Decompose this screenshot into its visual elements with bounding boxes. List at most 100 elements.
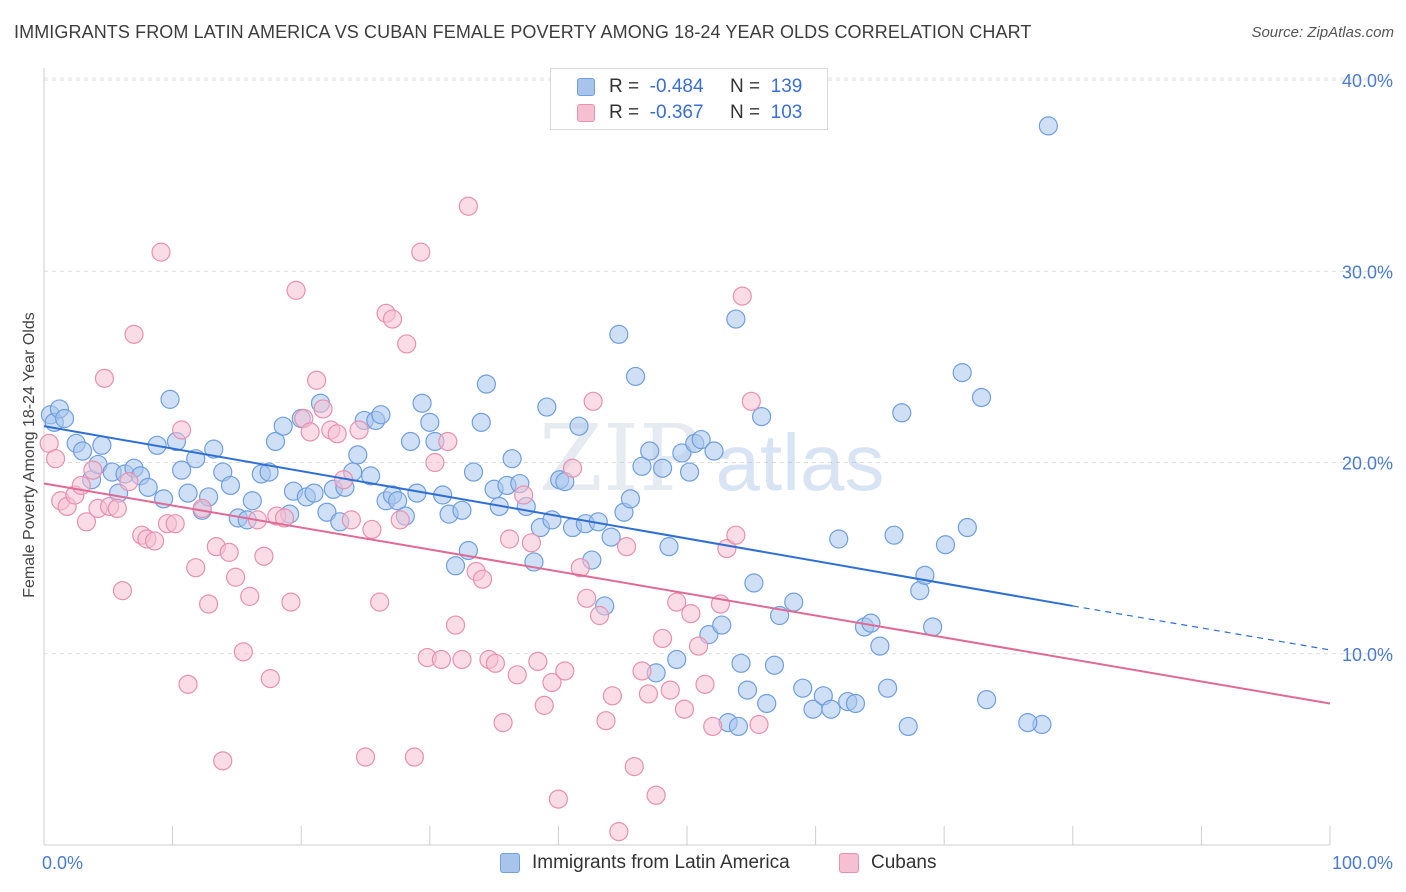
- data-point: [1038, 116, 1058, 136]
- data-point: [674, 699, 695, 719]
- data-point: [172, 460, 192, 480]
- data-point: [112, 581, 133, 601]
- legend-r-value: -0.484: [649, 76, 704, 97]
- data-point: [602, 686, 623, 706]
- data-point: [632, 456, 652, 476]
- data-point: [317, 502, 337, 522]
- data-point: [165, 514, 185, 534]
- series-cubans-points: [39, 196, 769, 842]
- legend-n-value: 103: [770, 102, 803, 123]
- data-point: [652, 628, 673, 649]
- data-point: [273, 416, 293, 436]
- data-point: [829, 529, 849, 549]
- bottom-legend-cubans: Cubans: [839, 852, 937, 874]
- data-point: [144, 531, 165, 551]
- data-point: [259, 462, 279, 482]
- data-point: [507, 665, 527, 685]
- data-point: [370, 592, 390, 612]
- data-point: [731, 653, 751, 673]
- data-point: [728, 716, 749, 737]
- data-point: [625, 366, 646, 387]
- legend-swatch-pink: [577, 104, 595, 122]
- data-point: [672, 443, 692, 463]
- data-point: [749, 714, 769, 735]
- data-point: [472, 569, 493, 589]
- bottom-legend-swatch-pink: [839, 853, 859, 873]
- legend-row-cubans: R = -0.367 N = 103: [551, 100, 827, 126]
- data-point: [514, 485, 534, 505]
- data-point: [784, 592, 804, 612]
- data-point: [667, 649, 687, 670]
- data-point: [265, 431, 286, 452]
- data-point: [349, 420, 369, 440]
- data-point: [431, 649, 451, 670]
- data-point: [695, 674, 715, 694]
- grid-lines: [44, 77, 1395, 655]
- data-point: [589, 605, 610, 626]
- data-point: [355, 747, 376, 767]
- data-point: [226, 567, 246, 587]
- data-point: [304, 483, 324, 503]
- data-point: [609, 324, 629, 344]
- data-point: [362, 519, 382, 540]
- bottom-legend-swatch-blue: [500, 853, 520, 873]
- data-point: [977, 690, 997, 710]
- data-point: [764, 655, 785, 675]
- data-point: [751, 407, 772, 427]
- data-point: [704, 441, 724, 461]
- data-point: [726, 309, 746, 329]
- x-tick-label: 100.0%: [1332, 853, 1393, 873]
- data-point: [726, 525, 746, 545]
- data-point: [640, 441, 660, 461]
- data-point: [138, 477, 158, 497]
- data-point: [204, 439, 224, 459]
- data-point: [178, 674, 198, 694]
- data-point: [186, 558, 206, 578]
- bottom-legend: Immigrants from Latin America Cubans: [0, 852, 1406, 878]
- data-point: [537, 397, 557, 417]
- chart-source: Source: ZipAtlas.com: [1251, 24, 1394, 41]
- data-point: [528, 651, 548, 672]
- bottom-legend-label: Immigrants from Latin America: [532, 852, 790, 873]
- data-point: [502, 449, 522, 469]
- data-point: [199, 594, 219, 614]
- data-point: [452, 649, 472, 670]
- data-point: [83, 460, 103, 480]
- data-point: [952, 363, 972, 383]
- data-point: [1018, 712, 1038, 733]
- data-point: [652, 458, 673, 478]
- data-point: [371, 405, 391, 425]
- data-point: [286, 280, 306, 300]
- data-point: [638, 684, 659, 704]
- data-point: [124, 324, 144, 344]
- data-point: [703, 716, 723, 737]
- trend-line-immigrants: [43, 425, 1073, 607]
- chart-title: IMMIGRANTS FROM LATIN AMERICA VS CUBAN F…: [14, 22, 1032, 42]
- legend-n-value: 139: [770, 76, 803, 97]
- data-point: [923, 617, 943, 637]
- data-point: [54, 408, 75, 429]
- data-point: [76, 512, 97, 532]
- data-point: [737, 680, 758, 700]
- data-point: [390, 510, 410, 530]
- data-point: [624, 756, 644, 777]
- data-point: [569, 416, 589, 436]
- data-point: [313, 399, 333, 419]
- data-point: [971, 387, 992, 408]
- axes: [43, 68, 1331, 846]
- legend-r-value: -0.367: [649, 102, 704, 123]
- data-point: [741, 391, 761, 411]
- x-tick-label: 0.0%: [42, 853, 83, 873]
- data-point: [411, 242, 431, 262]
- data-point: [476, 374, 496, 394]
- data-point: [438, 431, 458, 452]
- tick-labels: 10.0% 20.0% 30.0% 40.0% 0.0% 100.0%: [42, 71, 1393, 873]
- data-point: [458, 196, 478, 216]
- data-point: [935, 535, 956, 555]
- data-point: [240, 586, 260, 606]
- data-point: [878, 678, 898, 698]
- data-point: [388, 491, 408, 511]
- data-point: [220, 475, 241, 496]
- data-point: [521, 533, 541, 553]
